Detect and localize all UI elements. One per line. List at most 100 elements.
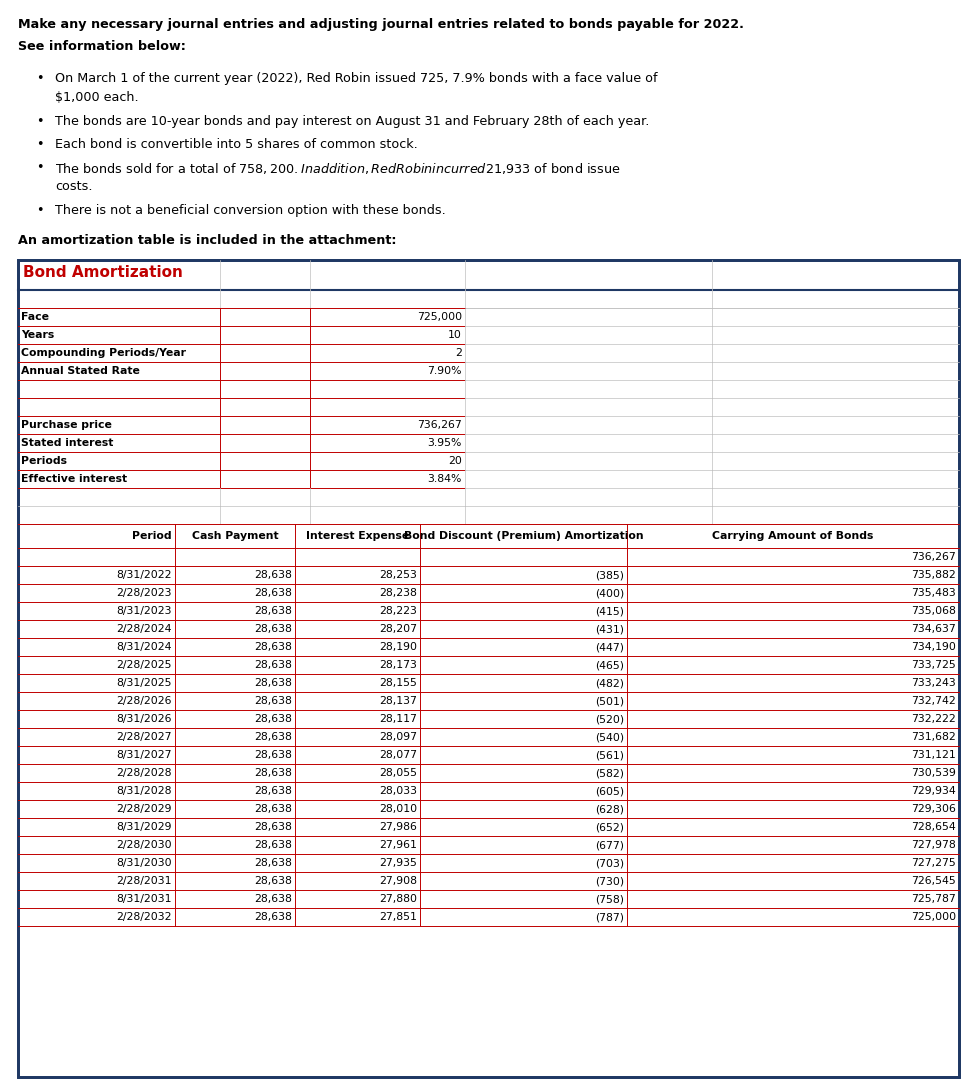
Text: Interest Expense: Interest Expense [306,531,409,541]
Text: •: • [36,72,44,85]
Bar [18,260,959,1077]
Text: 733,725: 733,725 [912,660,956,670]
Text: (582): (582) [595,768,624,778]
Text: 725,000: 725,000 [417,312,462,322]
Text: 725,000: 725,000 [911,912,956,922]
Text: 731,121: 731,121 [912,750,956,760]
Text: 8/31/2022: 8/31/2022 [116,570,172,580]
Text: 8/31/2026: 8/31/2026 [116,714,172,724]
Text: 27,880: 27,880 [379,894,417,904]
Text: 20: 20 [448,456,462,466]
Text: 730,539: 730,539 [912,768,956,778]
Text: 28,638: 28,638 [254,587,292,598]
Text: An amortization table is included in the attachment:: An amortization table is included in the… [18,234,397,247]
Text: 28,173: 28,173 [379,660,417,670]
Text: 733,243: 733,243 [912,678,956,688]
Text: 28,117: 28,117 [379,714,417,724]
Text: (400): (400) [595,587,624,598]
Text: 27,908: 27,908 [379,876,417,886]
Text: 28,638: 28,638 [254,696,292,707]
Text: 28,638: 28,638 [254,822,292,832]
Text: 28,638: 28,638 [254,678,292,688]
Text: Annual Stated Rate: Annual Stated Rate [21,366,140,376]
Text: 28,638: 28,638 [254,858,292,868]
Text: (605): (605) [595,786,624,796]
Text: 28,638: 28,638 [254,804,292,814]
Text: 2/28/2028: 2/28/2028 [116,768,172,778]
Text: •: • [36,161,44,174]
Text: 2/28/2031: 2/28/2031 [116,876,172,886]
Text: (465): (465) [595,660,624,670]
Text: (703): (703) [595,858,624,868]
Text: 2/28/2025: 2/28/2025 [116,660,172,670]
Text: 732,222: 732,222 [912,714,956,724]
Text: 28,238: 28,238 [379,587,417,598]
Text: 28,190: 28,190 [379,642,417,652]
Text: 735,483: 735,483 [912,587,956,598]
Text: 2/28/2026: 2/28/2026 [116,696,172,707]
Text: 28,137: 28,137 [379,696,417,707]
Text: On March 1 of the current year (2022), Red Robin issued 725, 7.9% bonds with a f: On March 1 of the current year (2022), R… [55,72,658,85]
Text: 28,033: 28,033 [379,786,417,796]
Text: 28,638: 28,638 [254,606,292,616]
Text: (787): (787) [595,912,624,922]
Text: 2/28/2032: 2/28/2032 [116,912,172,922]
Text: 2/28/2024: 2/28/2024 [116,624,172,634]
Text: 736,267: 736,267 [912,551,956,562]
Text: (520): (520) [595,714,624,724]
Text: 8/31/2023: 8/31/2023 [116,606,172,616]
Text: 3.84%: 3.84% [428,474,462,484]
Text: 27,961: 27,961 [379,840,417,850]
Text: 27,851: 27,851 [379,912,417,922]
Text: 28,155: 28,155 [379,678,417,688]
Text: 8/31/2025: 8/31/2025 [116,678,172,688]
Text: There is not a beneficial conversion option with these bonds.: There is not a beneficial conversion opt… [55,204,446,217]
Text: 28,638: 28,638 [254,624,292,634]
Text: 28,207: 28,207 [379,624,417,634]
Text: 735,882: 735,882 [912,570,956,580]
Text: (628): (628) [595,804,624,814]
Text: 732,742: 732,742 [912,696,956,707]
Text: Purchase price: Purchase price [21,420,112,430]
Text: 734,637: 734,637 [912,624,956,634]
Text: Cash Payment: Cash Payment [191,531,278,541]
Text: •: • [36,115,44,128]
Text: 28,638: 28,638 [254,660,292,670]
Text: 28,097: 28,097 [379,732,417,741]
Text: (415): (415) [595,606,624,616]
Bar [18,260,959,290]
Text: 729,306: 729,306 [912,804,956,814]
Text: 28,077: 28,077 [379,750,417,760]
Text: 7.90%: 7.90% [428,366,462,376]
Text: Carrying Amount of Bonds: Carrying Amount of Bonds [712,531,873,541]
Text: 28,638: 28,638 [254,840,292,850]
Text: Face: Face [21,312,49,322]
Text: •: • [36,138,44,151]
Text: Effective interest: Effective interest [21,474,127,484]
Text: (730): (730) [595,876,624,886]
Text: 2: 2 [455,348,462,358]
Text: 735,068: 735,068 [912,606,956,616]
Text: (482): (482) [595,678,624,688]
Text: (501): (501) [595,696,624,707]
Text: Period: Period [132,531,172,541]
Text: (540): (540) [595,732,624,741]
Text: 2/28/2030: 2/28/2030 [116,840,172,850]
Text: The bonds sold for a total of $758,200. In addition, Red Robin incurred $21,933 : The bonds sold for a total of $758,200. … [55,161,620,176]
Text: 28,638: 28,638 [254,714,292,724]
Text: 734,190: 734,190 [912,642,956,652]
Text: 725,787: 725,787 [912,894,956,904]
Text: 2/28/2023: 2/28/2023 [116,587,172,598]
Text: Bond Discount (Premium) Amortization: Bond Discount (Premium) Amortization [404,531,643,541]
Text: Make any necessary journal entries and adjusting journal entries related to bond: Make any necessary journal entries and a… [18,17,743,31]
Text: (561): (561) [595,750,624,760]
Text: $1,000 each.: $1,000 each. [55,91,139,104]
Text: (385): (385) [595,570,624,580]
Text: 28,253: 28,253 [379,570,417,580]
Bar [18,260,959,1077]
Text: 8/31/2029: 8/31/2029 [116,822,172,832]
Text: (447): (447) [595,642,624,652]
Text: 28,638: 28,638 [254,876,292,886]
Text: Each bond is convertible into 5 shares of common stock.: Each bond is convertible into 5 shares o… [55,138,418,151]
Text: 28,223: 28,223 [379,606,417,616]
